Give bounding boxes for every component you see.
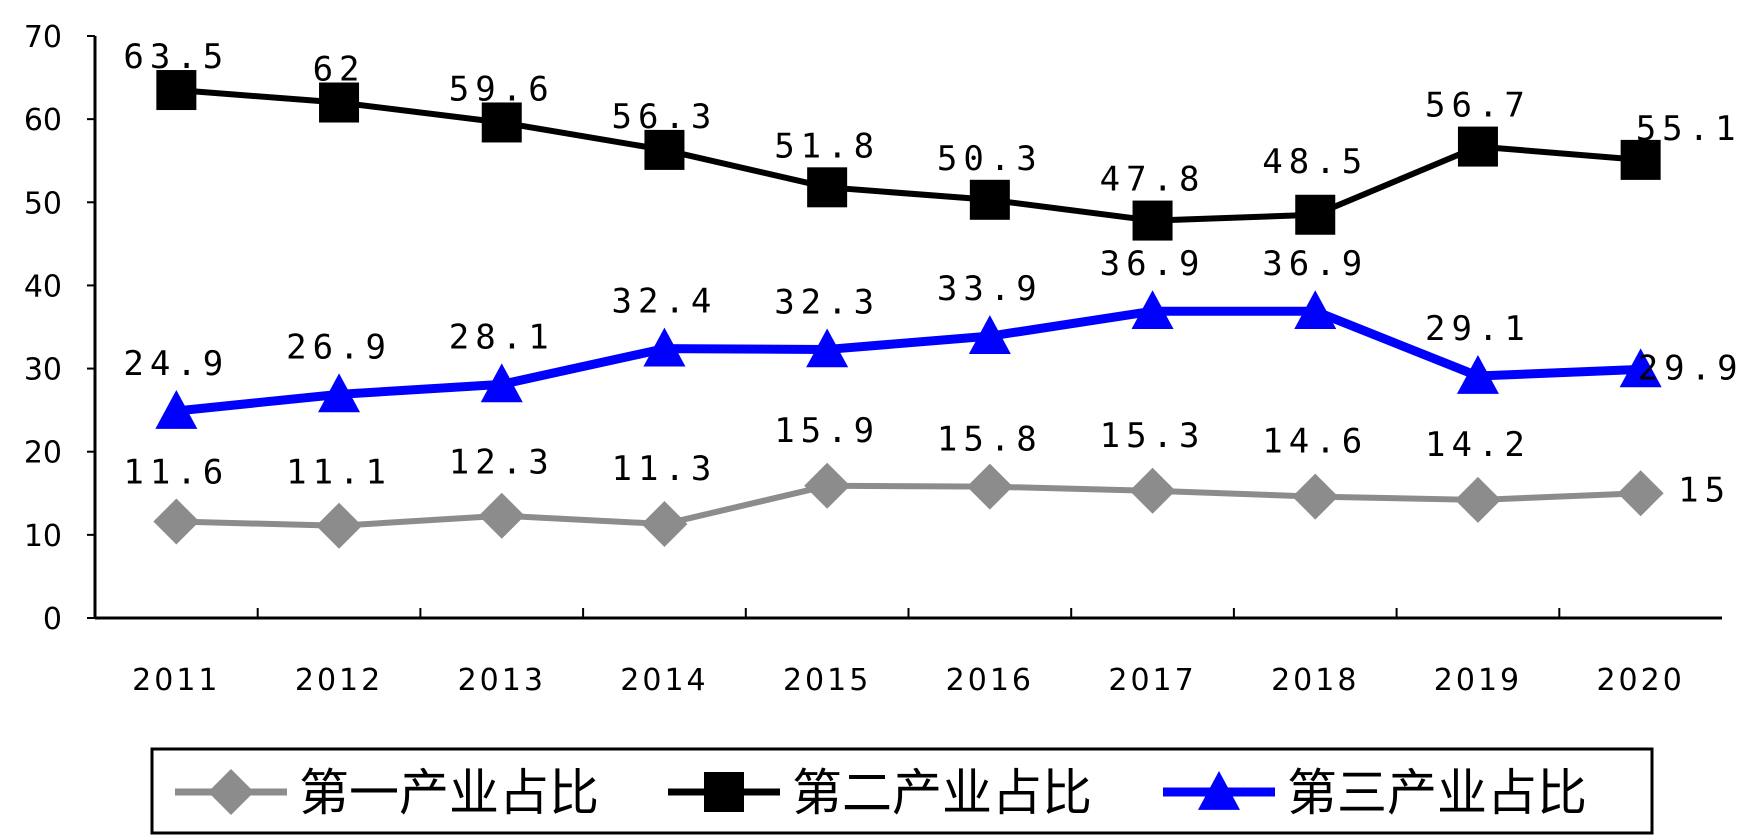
data-point-marker xyxy=(1294,290,1337,330)
data-point-marker xyxy=(156,70,197,111)
data-label: 56.3 xyxy=(612,97,718,137)
y-tick-label: 0 xyxy=(43,602,62,637)
data-point-marker xyxy=(968,315,1011,354)
x-tick-label: 2013 xyxy=(458,663,546,698)
y-tick-label: 40 xyxy=(24,269,62,304)
legend-marker-swatch xyxy=(1198,771,1240,810)
legend-label: 第一产业占比 xyxy=(299,764,599,822)
data-label: 32.3 xyxy=(774,282,880,322)
series-line xyxy=(176,482,1641,529)
data-point-marker xyxy=(1456,355,1499,394)
data-point-marker xyxy=(478,492,525,539)
data-label: 12.3 xyxy=(449,443,555,483)
data-label: 56.7 xyxy=(1425,86,1531,126)
axes: 0 10 20 30 40 50 60 70 2011 2012 2013 2014 2015 2016 2… xyxy=(24,20,1722,698)
data-point-marker xyxy=(804,462,851,509)
data-label: 15 xyxy=(1678,470,1731,510)
data-labels: 11.6 11.1 12.3 11.3 15.9 15.8 15.3 14.6 14.2 15 24… xyxy=(123,37,1739,510)
legend-marker-swatch xyxy=(704,772,744,812)
data-label: 51.8 xyxy=(774,126,880,166)
data-point-marker xyxy=(969,179,1010,220)
data-point-marker xyxy=(480,363,523,403)
data-label: 32.4 xyxy=(612,282,718,322)
data-label: 15.3 xyxy=(1100,416,1206,456)
x-tick-label: 2018 xyxy=(1271,663,1359,698)
legend-box xyxy=(150,747,1654,835)
data-label: 15.8 xyxy=(937,420,1043,460)
legend-label: 第二产业占比 xyxy=(792,764,1092,822)
x-tick-label: 2020 xyxy=(1596,663,1684,698)
x-tick-label: 2017 xyxy=(1108,663,1196,698)
legend: 第一产业占比 第二产业占比 第三产业占比 xyxy=(150,747,1654,835)
data-label: 11.6 xyxy=(123,453,229,493)
data-point-marker xyxy=(1295,194,1336,235)
data-point-marker xyxy=(643,327,686,367)
y-tick-label: 60 xyxy=(24,103,62,138)
data-label: 26.9 xyxy=(286,327,392,367)
data-label: 55.1 xyxy=(1636,109,1739,149)
data-label: 33.9 xyxy=(937,269,1043,309)
data-label: 11.1 xyxy=(286,453,392,493)
data-point-marker xyxy=(1617,470,1664,517)
x-tick-label: 2012 xyxy=(295,663,383,698)
data-label: 11.3 xyxy=(612,449,718,489)
data-label: 28.1 xyxy=(449,317,555,357)
x-tick-label: 2016 xyxy=(946,663,1034,698)
x-tick-label: 2019 xyxy=(1434,663,1522,698)
data-label: 24.9 xyxy=(123,344,229,384)
data-point-marker xyxy=(644,129,685,170)
data-point-marker xyxy=(481,102,522,143)
data-label: 14.6 xyxy=(1262,422,1368,462)
data-point-marker xyxy=(1129,467,1176,514)
series-line xyxy=(176,87,1641,224)
data-label: 36.9 xyxy=(1100,244,1206,284)
data-point-marker xyxy=(641,501,688,548)
y-tick-label: 70 xyxy=(24,20,62,55)
data-point-marker xyxy=(1457,126,1498,167)
data-point-marker xyxy=(318,373,361,413)
data-point-marker xyxy=(155,389,198,429)
data-point-marker xyxy=(1619,348,1662,388)
data-point-marker xyxy=(966,463,1013,510)
x-tick-label: 2014 xyxy=(620,663,708,698)
data-label: 59.6 xyxy=(449,69,555,109)
series-line xyxy=(175,306,1641,416)
data-label: 14.2 xyxy=(1425,425,1531,465)
data-label: 48.5 xyxy=(1262,142,1368,182)
data-label: 50.3 xyxy=(937,139,1043,179)
data-label: 36.9 xyxy=(1262,244,1368,284)
y-tick-label: 10 xyxy=(24,519,62,554)
data-point-marker xyxy=(1132,200,1173,241)
data-point-marker xyxy=(1454,476,1501,523)
data-point-marker xyxy=(316,502,363,549)
data-label: 47.8 xyxy=(1100,160,1206,200)
series-lines xyxy=(153,70,1664,549)
data-point-marker xyxy=(1131,290,1174,330)
data-point-marker xyxy=(807,167,848,208)
data-label: 62 xyxy=(313,50,366,90)
y-tick-label: 50 xyxy=(24,186,62,221)
data-label: 63.5 xyxy=(123,37,229,77)
legend-label: 第三产业占比 xyxy=(1287,764,1587,822)
y-tick-label: 20 xyxy=(24,436,62,471)
data-point-marker xyxy=(153,498,200,545)
data-point-marker xyxy=(1292,473,1339,520)
data-point-marker xyxy=(319,82,360,123)
y-tick-label: 30 xyxy=(24,353,62,388)
legend-marker-swatch xyxy=(208,769,254,815)
data-label: 29.9 xyxy=(1638,348,1739,388)
x-tick-label: 2011 xyxy=(132,663,220,698)
data-point-marker xyxy=(1620,139,1661,180)
data-label: 15.9 xyxy=(774,411,880,451)
data-label: 29.1 xyxy=(1425,309,1531,349)
data-point-marker xyxy=(806,328,849,368)
x-tick-label: 2015 xyxy=(783,663,871,698)
